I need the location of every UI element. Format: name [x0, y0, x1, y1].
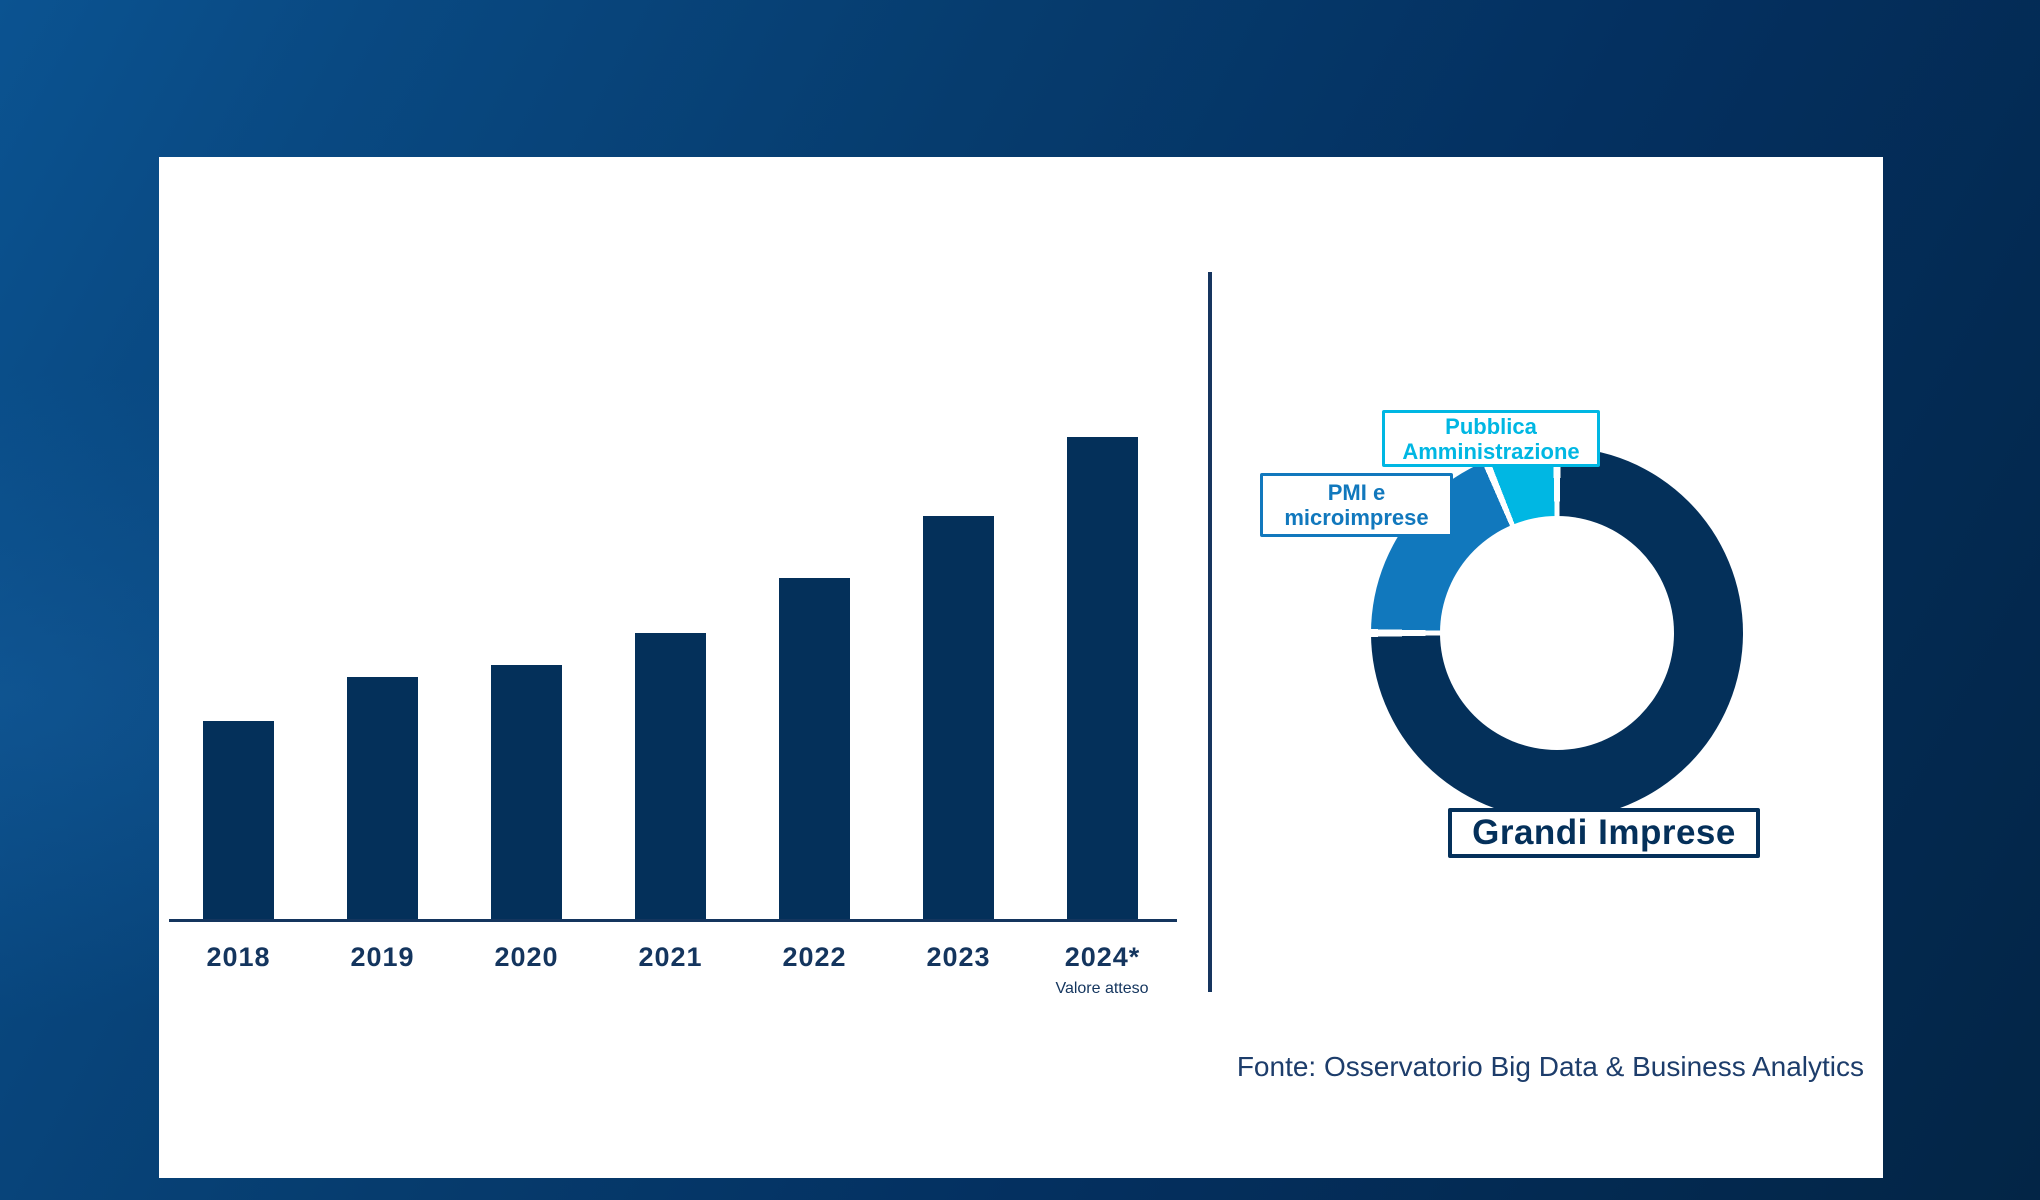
callout-grandi-imprese: Grandi Imprese [1448, 808, 1760, 858]
bar-2018 [203, 721, 274, 919]
bar-2023 [923, 516, 994, 919]
x-axis-label-2023: 2023 [926, 942, 991, 972]
chart-divider [1208, 272, 1212, 992]
callout-pmi-microimprese: PMI e microimprese [1260, 473, 1453, 537]
bar-2019 [347, 677, 418, 919]
x-axis-label-2019: 2019 [350, 942, 415, 972]
donut-hole [1440, 516, 1674, 750]
x-axis-label-2018: 2018 [206, 942, 271, 972]
callout-pmi-microimprese-label: PMI e microimprese [1284, 480, 1429, 530]
x-axis-label-2024: 2024* [1064, 942, 1141, 972]
x-axis-label-2020: 2020 [494, 942, 559, 972]
bar-chart: 2018 2019 2020 2021 2022 2023 2024* [159, 157, 1259, 1178]
callout-pubblica-amministrazione-label: Pubblica Amministrazione [1402, 413, 1580, 464]
callout-grandi-imprese-label: Grandi Imprese [1472, 813, 1736, 852]
bar-2024 [1067, 437, 1138, 919]
bar-2020 [491, 665, 562, 919]
bar-chart-footnote: Valore atteso [1055, 980, 1149, 997]
x-axis-label-2021: 2021 [638, 942, 703, 972]
source-text: Fonte: Osservatorio Big Data & Business … [1236, 1051, 1864, 1082]
bar-2021 [635, 633, 706, 919]
callout-pubblica-amministrazione: Pubblica Amministrazione [1382, 410, 1600, 467]
x-axis-label-2022: 2022 [782, 942, 847, 972]
bar-2022 [779, 578, 850, 919]
slide-card: 2018 2019 2020 2021 2022 2023 2024* Valore att… [159, 157, 1883, 1178]
bar-chart-x-axis [169, 919, 1177, 922]
